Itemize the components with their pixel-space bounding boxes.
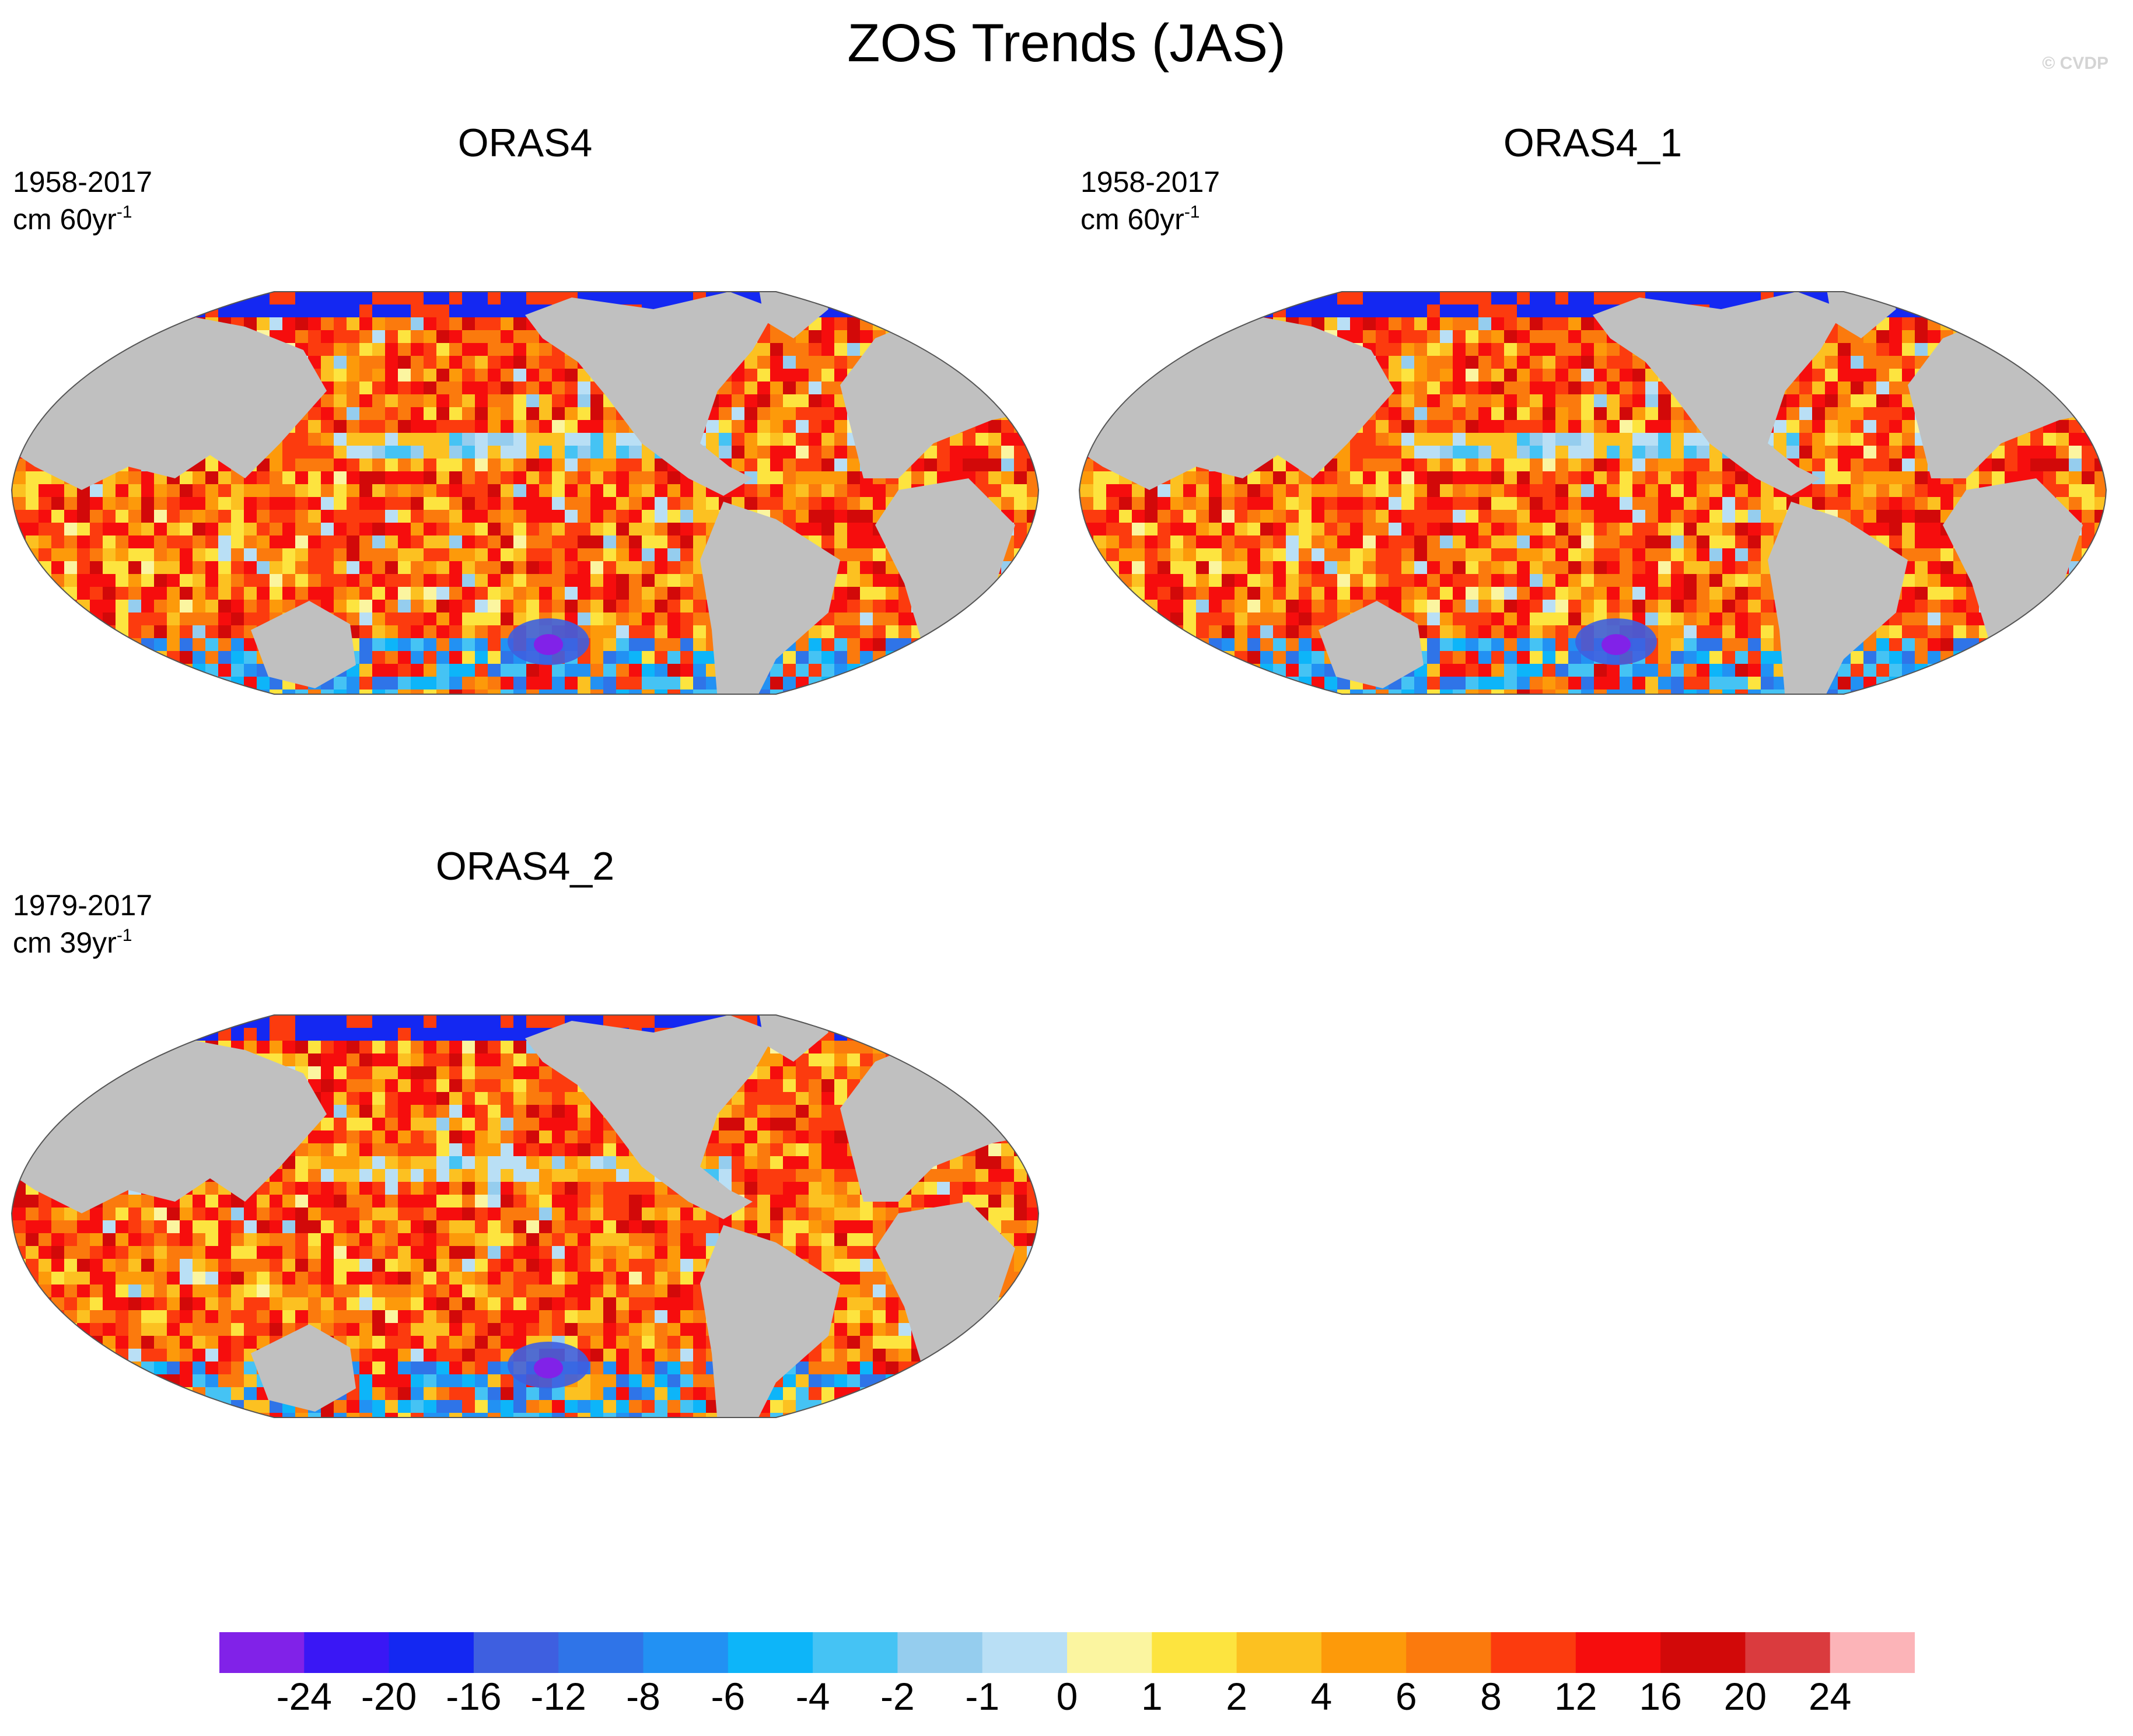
colorbar-tick-label: 20 [1723, 1675, 1767, 1718]
colorbar-swatch [389, 1632, 474, 1673]
colorbar-swatch [1236, 1632, 1322, 1673]
colorbar-tick-label: 4 [1310, 1675, 1333, 1718]
land-mass [525, 1015, 776, 1219]
units-text: cm 60yr [13, 203, 117, 236]
colorbar-tick-label: 0 [1056, 1675, 1078, 1718]
colorbar-swatch [1660, 1632, 1746, 1673]
colorbar-tick-label: -8 [626, 1675, 660, 1718]
units-exponent: -1 [1184, 202, 1200, 222]
land-mass [0, 1441, 1050, 1569]
panel-title: ORAS4 [457, 121, 593, 165]
units-exponent: -1 [116, 202, 132, 222]
land-mass [1319, 601, 1424, 688]
colorbar-swatch [1067, 1632, 1152, 1673]
colorbar-tick-label: -4 [795, 1675, 830, 1718]
ice-shelf [1511, 723, 1593, 747]
panel-title: ORAS4_2 [435, 844, 615, 888]
colorbar-labels: -24 -20 -16 -12 -8 -6 -4 -2 -1 0 1 2 4 6 8 12 16 20 24 [0, 1672, 2133, 1736]
map-oras4 [0, 291, 1050, 846]
units-exponent: -1 [116, 926, 132, 945]
map-oras4-1 [1068, 291, 2118, 846]
colorbar-tick-label: 8 [1480, 1675, 1502, 1718]
colorbar-swatch [1406, 1632, 1492, 1673]
ice-shelf [443, 723, 525, 747]
colorbar-tick-label: -24 [276, 1675, 332, 1718]
land-mass [0, 718, 1050, 846]
colorbar-tick-label: 2 [1226, 1675, 1247, 1718]
colorbar-swatch [982, 1632, 1068, 1673]
ocean-field [1068, 292, 2118, 846]
colorbar-tick-label: -16 [446, 1675, 502, 1718]
colorbar-swatch [728, 1632, 813, 1673]
colorbar-swatch [1575, 1632, 1661, 1673]
land-mass [251, 1324, 356, 1412]
colorbar-tick-label: -12 [530, 1675, 586, 1718]
colorbar-swatch [1830, 1632, 1915, 1673]
colorbar-swatch [473, 1632, 559, 1673]
map-panel-oras4: ORAS4 1958-2017 cm 60yr-1 [0, 117, 1050, 846]
colorbar-swatch [813, 1632, 898, 1673]
colorbar-swatch [558, 1632, 644, 1673]
land-mass [1593, 292, 1844, 496]
colorbar-swatch [643, 1632, 729, 1673]
panel-title: ORAS4_1 [1503, 121, 1683, 165]
colorbar-swatch [1321, 1632, 1407, 1673]
colorbar-tick-label: 12 [1554, 1675, 1597, 1718]
cool-anomaly-core [534, 634, 563, 655]
colorbar [219, 1632, 1915, 1673]
colorbar-swatch [304, 1632, 390, 1673]
colorbar-tick-label: -6 [711, 1675, 746, 1718]
colorbar-tick-label: -1 [965, 1675, 1000, 1718]
colorbar-swatch [1745, 1632, 1831, 1673]
panel-info: 1958-2017 cm 60yr-1 [13, 163, 152, 238]
map-oras4-2 [0, 1014, 1050, 1569]
colorbar-tick-label: 1 [1141, 1675, 1163, 1718]
land-mass [251, 601, 356, 688]
colorbar-tick-label: 16 [1639, 1675, 1682, 1718]
land-mass [758, 292, 828, 338]
period-label: 1958-2017 [13, 166, 153, 198]
units-text: cm 39yr [13, 926, 117, 959]
map-frame [11, 291, 1040, 695]
copyright-watermark: © CVDP [2042, 54, 2108, 73]
land-mass [700, 502, 840, 694]
colorbar-swatch [219, 1632, 305, 1673]
period-label: 1958-2017 [1081, 166, 1221, 198]
figure-title: ZOS Trends (JAS) [847, 13, 1286, 73]
colorbar-tick-label: -2 [880, 1675, 915, 1718]
map-frame [11, 1014, 1040, 1418]
ocean-field [0, 292, 1050, 846]
land-mass [525, 292, 776, 496]
colorbar-tick-label: -20 [361, 1675, 417, 1718]
land-mass [1826, 292, 1896, 338]
map-panel-oras4-2: ORAS4_2 1979-2017 cm 39yr-1 [0, 840, 1050, 1569]
units-label: cm 60yr-1 [1081, 201, 1220, 238]
land-mass [1068, 718, 2118, 846]
land-mass [758, 1015, 828, 1062]
map-frame [1078, 291, 2107, 695]
ocean-field [0, 1015, 1050, 1569]
colorbar-swatch [1491, 1632, 1576, 1673]
panel-info: 1958-2017 cm 60yr-1 [1081, 163, 1220, 238]
colorbar-tick-label: 6 [1395, 1675, 1417, 1718]
colorbar-swatch [897, 1632, 983, 1673]
cool-anomaly-core [534, 1357, 563, 1378]
ice-shelf [443, 1447, 525, 1470]
cool-anomaly-core [1602, 634, 1631, 655]
land-mass [700, 1225, 840, 1418]
units-text: cm 60yr [1081, 203, 1184, 236]
units-label: cm 60yr-1 [13, 201, 152, 238]
map-panel-oras4-1: ORAS4_1 1958-2017 cm 60yr-1 [1068, 117, 2118, 846]
period-label: 1979-2017 [13, 889, 153, 922]
land-mass [1768, 502, 1908, 694]
panel-info: 1979-2017 cm 39yr-1 [13, 887, 152, 961]
units-label: cm 39yr-1 [13, 924, 152, 961]
colorbar-swatch [1152, 1632, 1237, 1673]
colorbar-tick-label: 24 [1808, 1675, 1852, 1718]
